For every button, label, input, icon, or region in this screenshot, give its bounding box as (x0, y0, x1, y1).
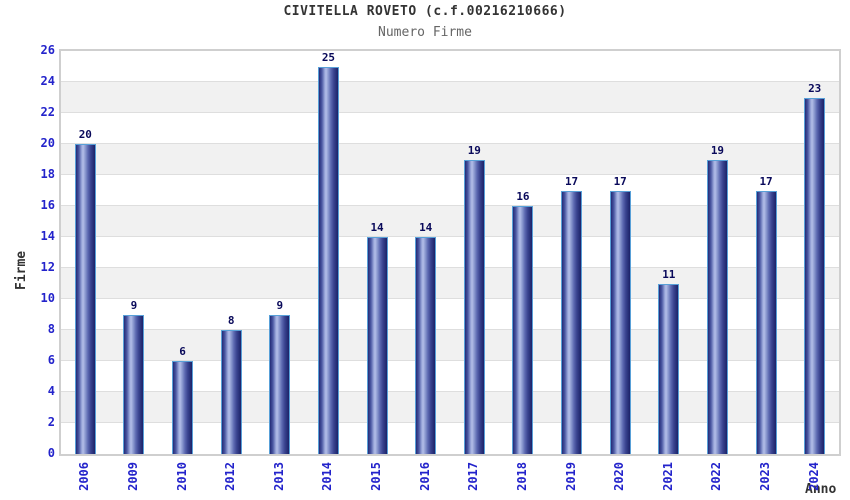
x-tick-label: 2013 (271, 462, 286, 491)
bar-value-label: 19 (467, 143, 481, 157)
gridline (61, 360, 839, 361)
gridline (61, 267, 839, 268)
plot-band (61, 113, 839, 144)
bar (74, 144, 96, 454)
x-tick-label: 2017 (466, 462, 481, 491)
bar-value-label: 17 (564, 174, 579, 188)
y-tick-label: 16 (40, 198, 55, 212)
bar-value-label: 20 (78, 128, 92, 141)
plot-band (61, 51, 839, 82)
x-tick-label: 2019 (563, 462, 578, 491)
bar-value-label: 17 (613, 174, 627, 188)
x-tick-label: 2016 (417, 462, 432, 491)
bar (269, 314, 291, 454)
bar (415, 237, 437, 454)
gridline (61, 205, 839, 206)
bar-value-label: 23 (808, 81, 822, 95)
bar (172, 361, 194, 454)
y-tick-label: 14 (40, 229, 55, 243)
x-axis-title: Anno (805, 482, 837, 497)
gridline (61, 298, 839, 299)
bar-value-label: 14 (370, 221, 384, 234)
gridline (61, 236, 839, 237)
y-tick-label: 10 (40, 291, 55, 305)
x-tick-label: 2014 (320, 462, 335, 491)
x-tick-label: 2018 (514, 462, 529, 491)
y-tick-label: 20 (40, 136, 55, 150)
y-tick-label: 2 (47, 415, 55, 429)
bar-value-label: 14 (419, 221, 433, 234)
y-axis-title: Firme (14, 250, 29, 290)
y-tick-label: 18 (40, 167, 55, 181)
chart-title: CIVITELLA ROVETO (c.f.00216210666) (283, 4, 567, 19)
x-tick-label: 2006 (77, 462, 92, 491)
x-tick-label: 2024 (806, 462, 821, 491)
bar-value-label: 25 (321, 50, 336, 64)
bar-value-label: 19 (710, 143, 725, 157)
gridline (61, 329, 839, 330)
bar-value-label: 9 (276, 298, 284, 312)
bar-value-label: 8 (227, 314, 235, 327)
y-tick-label: 22 (40, 105, 55, 119)
y-tick-label: 8 (47, 322, 55, 336)
bar (463, 159, 485, 454)
y-tick-label: 26 (40, 43, 55, 57)
bar (706, 159, 728, 454)
bar (609, 190, 631, 454)
bar (658, 283, 680, 454)
bar (123, 314, 145, 454)
bar (512, 206, 534, 454)
x-tick-label: 2023 (758, 462, 773, 491)
bar (220, 330, 242, 454)
y-tick-label: 4 (47, 384, 55, 398)
x-tick-label: 2009 (125, 462, 140, 491)
bar (755, 190, 777, 454)
bar-value-label: 9 (130, 298, 138, 312)
chart-subtitle: Numero Firme (378, 25, 472, 40)
gridline (61, 174, 839, 175)
bar (561, 190, 583, 454)
gridline (61, 391, 839, 392)
bar (317, 66, 339, 454)
bar (366, 237, 388, 454)
bar-value-label: 6 (179, 345, 186, 358)
x-tick-label: 2022 (709, 462, 724, 491)
gridline (61, 112, 839, 113)
y-tick-label: 24 (40, 74, 55, 88)
x-tick-label: 2020 (612, 462, 627, 491)
y-tick-label: 0 (47, 446, 55, 460)
bar-value-label: 11 (662, 267, 676, 281)
x-tick-label: 2021 (660, 462, 675, 491)
x-tick-label: 2015 (369, 462, 384, 491)
bar-value-label: 16 (516, 190, 530, 203)
plot-band (61, 82, 839, 113)
x-tick-label: 2010 (174, 462, 189, 491)
y-tick-label: 12 (40, 260, 55, 274)
bar-value-label: 17 (759, 174, 773, 188)
gridline (61, 422, 839, 423)
bar (804, 97, 826, 454)
x-tick-label: 2012 (223, 462, 238, 491)
y-tick-label: 6 (47, 353, 55, 367)
gridline (61, 81, 839, 82)
plot-area: 20 9 6 8 9 25 14 14 19 16 17 17 11 19 17 23 (59, 49, 841, 456)
gridline (61, 143, 839, 144)
